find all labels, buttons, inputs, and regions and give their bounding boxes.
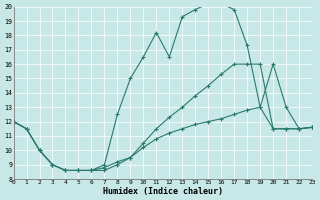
- X-axis label: Humidex (Indice chaleur): Humidex (Indice chaleur): [103, 187, 223, 196]
